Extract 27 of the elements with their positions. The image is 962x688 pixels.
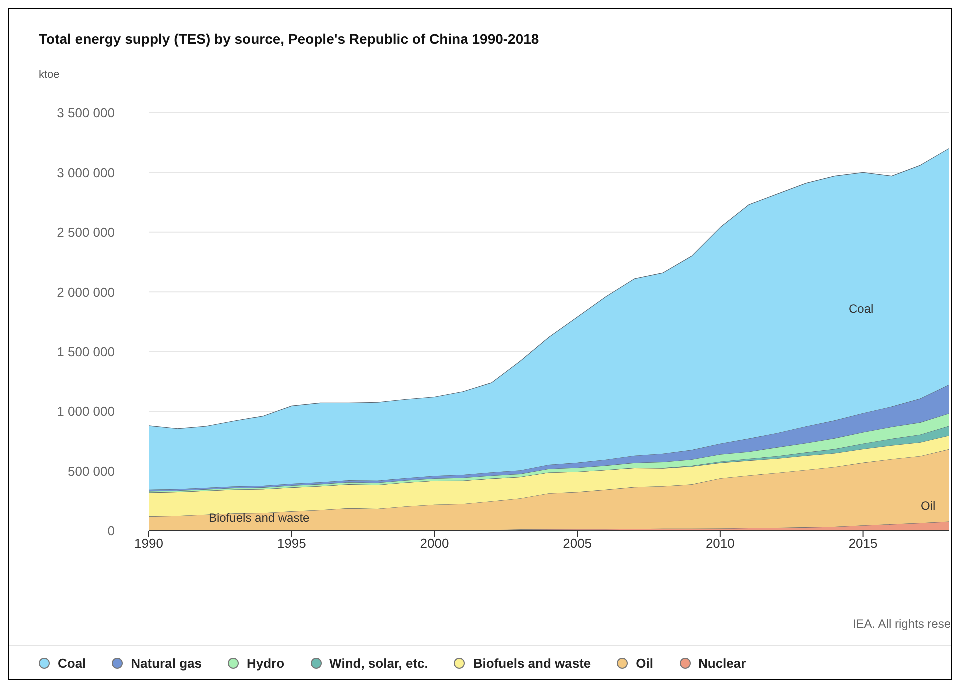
y-tick-label: 3 000 000 bbox=[57, 165, 115, 180]
legend-label: Coal bbox=[58, 656, 86, 671]
x-tick-label: 1990 bbox=[134, 536, 164, 552]
y-tick-label: 0 bbox=[108, 524, 115, 539]
legend-label: Wind, solar, etc. bbox=[330, 656, 428, 671]
y-tick-label: 2 500 000 bbox=[57, 225, 115, 240]
y-tick-label: 1 000 000 bbox=[57, 404, 115, 420]
y-tick-label: 500 000 bbox=[68, 464, 115, 479]
legend-label: Natural gas bbox=[131, 656, 202, 671]
legend-label: Biofuels and waste bbox=[473, 656, 592, 671]
annotation: Oil bbox=[921, 499, 936, 513]
x-tick-label: 2005 bbox=[563, 536, 592, 552]
chart-title: Total energy supply (TES) by source, People's Republic of China 1990-2018 bbox=[38, 30, 540, 47]
annotation: Coal bbox=[849, 302, 874, 316]
x-tick-label: 1995 bbox=[277, 536, 306, 552]
legend-label: Oil bbox=[636, 656, 654, 671]
legend-label: Nuclear bbox=[698, 656, 746, 671]
legend-label: Hydro bbox=[246, 656, 285, 671]
x-tick-label: 2000 bbox=[420, 536, 450, 552]
y-tick-label: 1 500 000 bbox=[57, 344, 115, 360]
y-axis-title: ktoe bbox=[38, 68, 61, 81]
y-tick-label: 2 000 000 bbox=[57, 284, 115, 300]
y-tick-label: 3 500 000 bbox=[57, 106, 115, 121]
text: IEA. All rights rese bbox=[852, 617, 951, 631]
x-tick-label: 2010 bbox=[706, 536, 735, 552]
annotation: Biofuels and waste bbox=[209, 511, 310, 525]
x-tick-label: 2015 bbox=[848, 536, 878, 552]
